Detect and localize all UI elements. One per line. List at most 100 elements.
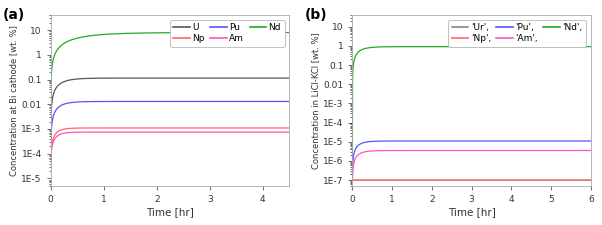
Am (285, 131, 293, 133)
Text: (b): (b) (305, 9, 327, 22)
Pu (74, 101, 81, 103)
Line: Am: Am (51, 132, 289, 161)
U (74, 78, 81, 80)
'Ur', (440, 179, 447, 181)
Nd (47, 160, 54, 162)
'Ur', (557, 179, 564, 181)
'Am', (587, 149, 594, 152)
Y-axis label: Concentration in LiCl-KCl [wt. %]: Concentration in LiCl-KCl [wt. %] (311, 32, 320, 169)
'Np', (440, 179, 447, 181)
'Pu', (390, 140, 397, 142)
'Am', (440, 149, 447, 152)
'Np', (376, 179, 383, 181)
Legend: U, Np, Pu, Am, Nd: U, Np, Pu, Am, Nd (170, 20, 285, 47)
Pu (281, 100, 288, 103)
Am (149, 131, 156, 133)
'Ur', (376, 179, 383, 181)
Np (88, 127, 96, 129)
'Pu', (349, 179, 356, 181)
'Ur', (587, 179, 594, 181)
Np (74, 127, 81, 129)
Nd (149, 32, 156, 34)
Nd (281, 31, 288, 34)
Nd (74, 37, 81, 39)
Np (47, 160, 54, 162)
Nd (88, 34, 96, 37)
Line: 'Pu',: 'Pu', (352, 141, 591, 180)
Np (255, 127, 262, 129)
U (47, 160, 54, 162)
Line: Pu: Pu (51, 101, 289, 161)
Pu (255, 100, 262, 103)
Line: 'Nd',: 'Nd', (352, 47, 591, 166)
'Ur', (390, 179, 397, 181)
Legend: 'Ur',, 'Np',, 'Pu',, 'Am',, 'Nd',: 'Ur',, 'Np',, 'Pu',, 'Am',, 'Nd', (448, 20, 586, 47)
'Np', (587, 179, 594, 181)
'Ur', (450, 179, 458, 181)
Nd (255, 31, 262, 34)
'Np', (557, 179, 564, 181)
'Am', (586, 149, 594, 152)
'Nd', (557, 45, 564, 48)
Pu (47, 160, 54, 162)
'Am', (349, 179, 356, 181)
'Pu', (587, 140, 594, 142)
Nd (285, 31, 293, 34)
Line: Np: Np (51, 128, 289, 161)
'Np', (390, 179, 397, 181)
Pu (285, 100, 293, 103)
'Am', (376, 149, 383, 152)
U (138, 77, 146, 79)
Line: 'Am',: 'Am', (352, 151, 591, 180)
Line: Nd: Nd (51, 33, 289, 161)
'Pu', (586, 140, 594, 142)
U (285, 77, 293, 79)
'Pu', (376, 140, 383, 142)
'Nd', (450, 45, 458, 48)
Am (138, 131, 146, 133)
Nd (138, 32, 146, 34)
U (281, 77, 288, 79)
X-axis label: Time [hr]: Time [hr] (448, 207, 495, 217)
'Nd', (390, 45, 397, 48)
'Np', (349, 179, 356, 181)
'Nd', (583, 45, 590, 48)
Np (267, 127, 275, 129)
'Np', (450, 179, 458, 181)
U (88, 77, 96, 80)
Am (88, 131, 96, 133)
Pu (138, 100, 146, 103)
Np (149, 127, 156, 129)
'Np', (583, 179, 590, 181)
U (149, 77, 156, 79)
'Pu', (583, 140, 590, 142)
'Nd', (376, 46, 383, 48)
'Pu', (450, 140, 458, 142)
'Am', (583, 149, 590, 152)
'Pu', (440, 140, 447, 142)
Am (267, 131, 275, 133)
Line: U: U (51, 78, 289, 161)
'Nd', (440, 45, 447, 48)
'Nd', (349, 164, 356, 167)
'Am', (557, 149, 564, 152)
Y-axis label: Concentration at Bi cathode [wt. %]: Concentration at Bi cathode [wt. %] (10, 25, 19, 176)
'Pu', (557, 140, 564, 142)
Text: (a): (a) (3, 9, 25, 22)
X-axis label: Time [hr]: Time [hr] (146, 207, 194, 217)
Np (281, 127, 288, 129)
Am (74, 131, 81, 133)
'Am', (390, 149, 397, 152)
Am (255, 131, 262, 133)
Np (138, 127, 146, 129)
'Ur', (349, 179, 356, 181)
'Am', (450, 149, 458, 152)
U (255, 77, 262, 79)
Am (281, 131, 288, 133)
Am (47, 160, 54, 162)
Np (285, 127, 293, 129)
'Nd', (587, 45, 594, 48)
'Ur', (583, 179, 590, 181)
Pu (88, 100, 96, 103)
Pu (149, 100, 156, 103)
